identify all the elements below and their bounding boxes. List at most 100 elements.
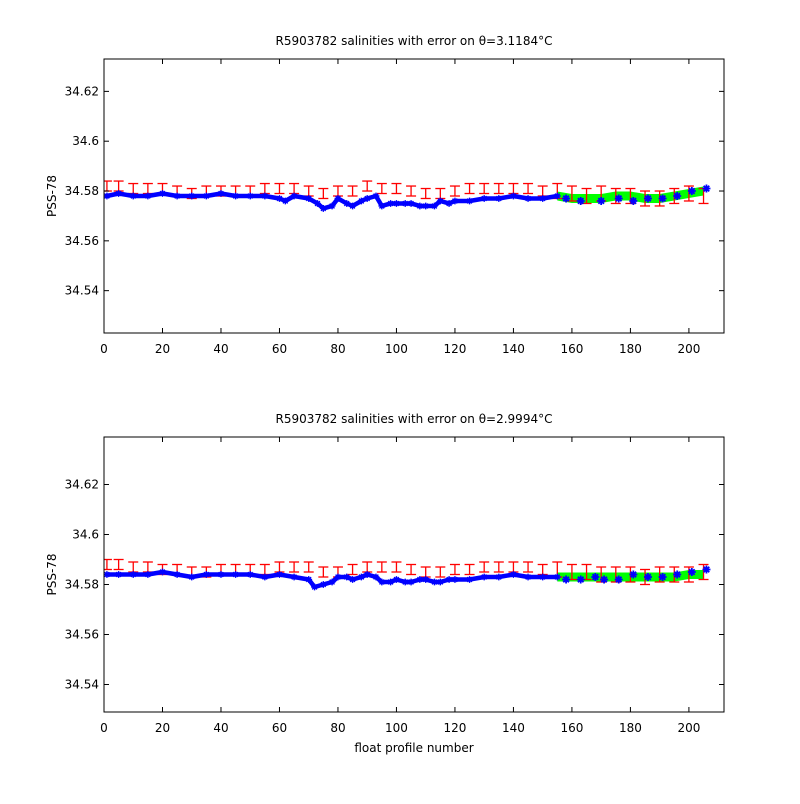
calibrated-salinity-point xyxy=(562,575,571,584)
measured-salinity-point xyxy=(466,576,473,583)
measured-salinity-point xyxy=(480,195,488,202)
measured-salinity-point xyxy=(378,578,386,586)
measured-salinity-point xyxy=(553,573,561,581)
measured-salinity-point xyxy=(159,568,166,576)
chart-title-unit: °C xyxy=(538,34,552,48)
calibrated-salinity-point xyxy=(643,573,652,581)
x-tick-label: 20 xyxy=(155,342,170,356)
axes-frame xyxy=(103,436,725,713)
measured-salinity-point xyxy=(524,573,532,581)
y-tick-label: 34.6 xyxy=(72,134,99,148)
measured-salinity-point xyxy=(202,571,210,578)
measured-salinity-point xyxy=(363,571,371,578)
calibrated-salinity-point xyxy=(643,194,652,203)
measured-salinity-point xyxy=(372,573,380,581)
measured-salinity-point xyxy=(480,573,488,581)
y-tick-label: 34.54 xyxy=(65,284,99,298)
measured-salinity-point xyxy=(104,192,111,200)
measured-salinity-point xyxy=(539,195,547,202)
measured-salinity-point xyxy=(349,202,356,210)
calibrated-salinity-point xyxy=(614,575,623,584)
measured-salinity-point xyxy=(173,192,181,200)
measured-salinity-point xyxy=(416,576,424,583)
measured-salinity-point xyxy=(281,197,289,205)
y-axis-label: PSS-78 xyxy=(45,175,59,217)
calibrated-salinity-point xyxy=(576,196,585,205)
measured-salinity-point xyxy=(232,571,240,578)
measured-salinity-point xyxy=(202,192,210,200)
measured-salinity-point xyxy=(217,571,225,578)
measured-salinity-point xyxy=(357,197,365,205)
x-tick-label: 0 xyxy=(100,342,108,356)
x-axis-label: float profile number xyxy=(354,741,473,755)
measured-salinity-point xyxy=(510,571,517,578)
measured-salinity-point xyxy=(401,200,409,207)
measured-salinity-point xyxy=(451,197,459,205)
calibrated-salinity-point xyxy=(658,573,667,581)
measured-salinity-point xyxy=(387,200,395,207)
measured-salinity-point xyxy=(431,578,438,586)
measured-salinity-point xyxy=(319,581,327,588)
calibrated-salinity-point xyxy=(629,570,638,579)
measured-salinity-point xyxy=(407,200,415,207)
measured-salinity-point xyxy=(232,192,240,200)
measured-salinity-point xyxy=(290,192,298,200)
x-tick-label: 40 xyxy=(213,721,228,735)
y-tick-label: 34.56 xyxy=(65,628,99,642)
measured-salinity-point xyxy=(431,202,438,210)
chart-title-main: R5903782 salinities with error on θ=3.11… xyxy=(276,34,539,48)
axes-frame xyxy=(103,58,725,334)
measured-salinity-point xyxy=(188,192,196,200)
y-tick-label: 34.6 xyxy=(72,528,99,542)
measured-salinity-point xyxy=(261,573,269,581)
x-tick-label: 160 xyxy=(560,721,583,735)
measured-salinity-point xyxy=(311,583,318,591)
measured-salinity-point xyxy=(328,578,336,586)
measured-salinity-point xyxy=(305,576,313,583)
measured-salinity-point xyxy=(539,573,547,581)
measured-salinity-point xyxy=(378,202,386,210)
measured-salinity-point xyxy=(422,576,430,583)
measured-salinity-point xyxy=(422,202,430,210)
measured-salinity-point xyxy=(387,578,395,586)
x-tick-label: 0 xyxy=(100,721,108,735)
calibrated-salinity-point xyxy=(687,187,696,196)
x-tick-label: 20 xyxy=(155,721,170,735)
measured-salinity-point xyxy=(290,573,298,581)
y-tick-label: 34.62 xyxy=(65,478,99,492)
measured-salinity-point xyxy=(115,571,123,578)
measured-salinity-point xyxy=(451,576,459,583)
measured-salinity-point xyxy=(401,578,409,586)
calibrated-salinity-points xyxy=(562,565,711,584)
plot-area xyxy=(104,180,711,212)
measured-salinity-point xyxy=(357,573,365,581)
x-tick-label: 60 xyxy=(272,721,287,735)
measured-salinity-point xyxy=(217,190,225,197)
calibrated-salinity-points xyxy=(562,184,711,205)
x-tick-label: 140 xyxy=(502,721,525,735)
measured-salinity-point xyxy=(129,192,137,200)
x-tick-label: 100 xyxy=(385,342,408,356)
measured-salinity-point xyxy=(445,576,453,583)
calibrated-salinity-point xyxy=(702,184,711,193)
plot-area xyxy=(104,558,711,591)
x-tick-label: 60 xyxy=(272,342,287,356)
x-tick-label: 200 xyxy=(677,342,700,356)
y-tick-label: 34.54 xyxy=(65,678,99,692)
measured-salinity-point xyxy=(144,571,152,578)
measured-salinity-point xyxy=(144,192,152,200)
measured-salinity-point xyxy=(393,576,400,583)
x-tick-label: 160 xyxy=(560,342,583,356)
measured-salinity-point xyxy=(246,192,254,200)
measured-salinity-point xyxy=(510,192,517,200)
calibrated-salinity-point xyxy=(591,573,600,581)
measured-salinity-point xyxy=(363,195,371,202)
x-tick-label: 80 xyxy=(330,721,345,735)
chart-title: R5903782 salinities with error on θ=2.99… xyxy=(276,412,553,426)
measured-salinity-point xyxy=(314,200,321,207)
x-tick-label: 100 xyxy=(385,721,408,735)
chart-title-main: R5903782 salinities with error on θ=2.99… xyxy=(276,412,539,426)
calibrated-salinity-point xyxy=(673,192,682,200)
measured-salinity-point xyxy=(343,200,351,207)
